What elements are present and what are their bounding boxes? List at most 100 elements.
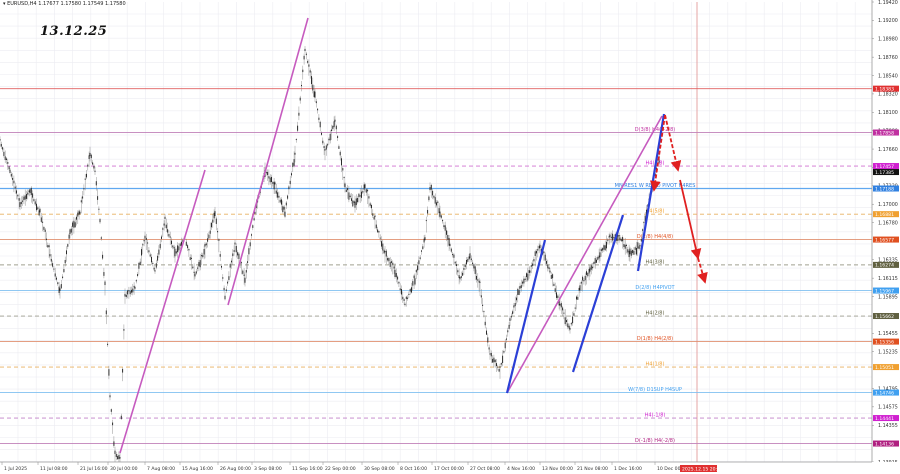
candle-body bbox=[636, 247, 637, 255]
candle-body bbox=[503, 351, 505, 353]
candle-body bbox=[68, 234, 70, 239]
candle-body bbox=[543, 251, 545, 254]
candle-body bbox=[192, 266, 194, 269]
candle-body bbox=[285, 202, 287, 206]
candle-body bbox=[215, 218, 217, 224]
candle-body bbox=[222, 277, 224, 279]
level-label: D(1/8) H4(2/8) bbox=[637, 336, 673, 342]
candle-body bbox=[107, 343, 109, 346]
candle-body bbox=[606, 241, 607, 249]
candle-body bbox=[357, 197, 359, 203]
candle-body bbox=[388, 258, 390, 262]
candle-body bbox=[284, 211, 286, 217]
candle-body bbox=[454, 261, 456, 264]
candle-body bbox=[618, 235, 620, 237]
candle-body bbox=[197, 267, 199, 269]
projection-arrow[interactable] bbox=[697, 257, 708, 284]
candle-body bbox=[171, 240, 172, 245]
candle-body bbox=[586, 271, 587, 275]
candle-body bbox=[278, 195, 280, 198]
candle-body bbox=[493, 357, 495, 363]
candle-body bbox=[154, 270, 156, 272]
level-label: H4(5/8) bbox=[646, 209, 665, 215]
candle-body bbox=[489, 353, 491, 355]
candle-body bbox=[433, 195, 435, 198]
candle-body bbox=[76, 216, 77, 220]
projection-arrow[interactable] bbox=[664, 114, 682, 172]
candle-body bbox=[466, 259, 467, 265]
candle-body bbox=[69, 229, 71, 235]
candle-body bbox=[432, 190, 434, 196]
candle-body bbox=[546, 261, 547, 264]
candle-body bbox=[219, 254, 221, 257]
candle-body bbox=[368, 196, 370, 199]
level-price-tag bbox=[873, 338, 899, 345]
projection-arrow[interactable] bbox=[679, 179, 702, 260]
candle-body bbox=[143, 240, 145, 242]
candle-body bbox=[547, 264, 549, 269]
candle-body bbox=[90, 154, 92, 159]
candle-body bbox=[103, 272, 105, 276]
candle-body bbox=[341, 158, 342, 166]
candle-body bbox=[348, 192, 350, 200]
blue-trend-line[interactable] bbox=[571, 214, 625, 373]
candle-body bbox=[550, 275, 552, 279]
candle-body bbox=[446, 230, 447, 235]
candle-body bbox=[17, 194, 19, 197]
candle-body bbox=[583, 280, 585, 282]
pink-trend-line[interactable] bbox=[119, 169, 206, 454]
projection-arrow[interactable] bbox=[649, 114, 666, 192]
candle-body bbox=[523, 278, 525, 284]
candle-body bbox=[407, 297, 409, 299]
candle-body bbox=[589, 267, 591, 272]
level-price-tag bbox=[873, 236, 899, 243]
candle-body bbox=[569, 327, 571, 330]
level-price-tag-text: 1.15051 bbox=[875, 365, 894, 371]
candle-body bbox=[517, 288, 519, 296]
candle-body bbox=[0, 143, 2, 147]
candle-body bbox=[0, 139, 1, 141]
candle-body bbox=[421, 250, 422, 252]
level-price-tag-text: 1.15662 bbox=[875, 314, 894, 320]
candle-body bbox=[44, 229, 46, 232]
candle-body bbox=[544, 254, 546, 261]
candle-body bbox=[573, 313, 575, 316]
candle-body bbox=[214, 211, 216, 217]
candle-body bbox=[251, 234, 252, 236]
blue-trend-line[interactable] bbox=[636, 113, 666, 272]
price-tick-label: 1.18100 bbox=[878, 110, 898, 116]
candle-body bbox=[288, 186, 290, 190]
candle-body bbox=[382, 243, 384, 251]
candle-body bbox=[117, 456, 119, 460]
candle-body bbox=[429, 187, 431, 191]
pink-trend-line[interactable] bbox=[227, 17, 309, 306]
candle-body bbox=[343, 176, 345, 179]
candle-body bbox=[163, 223, 165, 226]
candle-body bbox=[248, 248, 250, 255]
candle-body bbox=[458, 275, 460, 278]
pink-trend-line[interactable] bbox=[506, 115, 663, 394]
candle-body bbox=[331, 129, 332, 131]
candle-body bbox=[643, 222, 645, 224]
candle-body bbox=[364, 184, 366, 189]
candle-body bbox=[89, 152, 91, 157]
candle-body bbox=[152, 262, 154, 265]
candle-body bbox=[141, 249, 142, 256]
candle-body bbox=[265, 172, 267, 174]
candle-body bbox=[139, 261, 141, 265]
candle-body bbox=[327, 144, 329, 146]
candle-body bbox=[100, 237, 102, 239]
candle-body bbox=[193, 271, 195, 273]
candle-body bbox=[155, 263, 157, 268]
price-tick-label: 1.17660 bbox=[878, 147, 898, 153]
candle-body bbox=[530, 265, 532, 267]
level-price-tag-text: 1.18383 bbox=[875, 86, 894, 92]
blue-trend-line[interactable] bbox=[505, 239, 547, 394]
candle-body bbox=[570, 322, 572, 325]
candle-body bbox=[389, 261, 391, 267]
candle-body bbox=[221, 265, 222, 268]
candle-body bbox=[604, 245, 606, 251]
candle-body bbox=[254, 211, 256, 214]
